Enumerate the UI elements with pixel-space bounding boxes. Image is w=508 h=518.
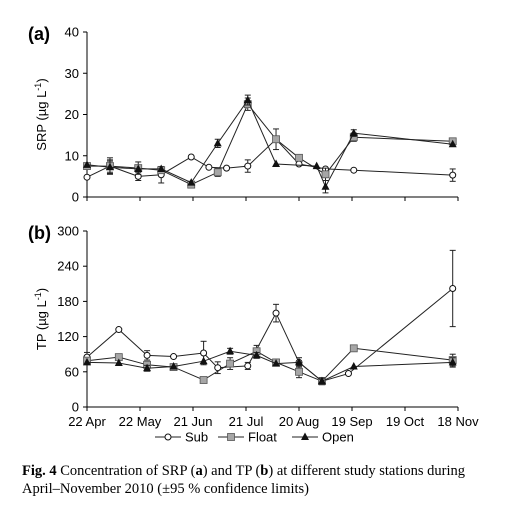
- legend-marker-float: [227, 433, 235, 441]
- data-point-open: [213, 138, 222, 147]
- y-tick-label: 180: [57, 294, 79, 309]
- data-point-sub: [223, 164, 231, 172]
- panel-label: (a): [28, 24, 50, 44]
- caption-text-1: Concentration of SRP (: [60, 463, 196, 479]
- data-point-open: [448, 357, 457, 366]
- y-tick-label: 120: [57, 329, 79, 344]
- x-tick-label: 21 Jul: [229, 414, 264, 429]
- data-point-open: [143, 363, 152, 372]
- caption-panel-a: a: [195, 463, 203, 479]
- series-line-float: [87, 103, 453, 186]
- y-axis-label-close: ): [34, 78, 49, 82]
- data-point-open: [114, 358, 123, 366]
- y-axis-label-close: ): [34, 288, 49, 292]
- figure-canvas: 0 10 20 30 40 (a) SRP (µg L-1) 0 60 120 180 240 300…: [28, 24, 479, 445]
- data-point-sub: [244, 162, 252, 170]
- data-point-sub: [244, 362, 252, 370]
- series-line-float: [86, 347, 453, 382]
- data-point-float: [226, 359, 235, 368]
- x-tick-label: 20 Aug: [279, 414, 320, 429]
- y-tick-label: 10: [65, 148, 79, 163]
- caption-text-2: ) and TP (: [202, 463, 261, 479]
- x-tick-label: 22 May: [119, 414, 162, 429]
- x-tick-label: 18 Nov: [437, 414, 479, 429]
- data-point-open: [243, 95, 252, 104]
- data-point-sub: [272, 309, 280, 317]
- data-point-float: [295, 367, 303, 376]
- data-point-sub: [350, 166, 358, 174]
- data-point-open: [448, 139, 457, 148]
- data-point-sub: [205, 163, 213, 171]
- data-point-sub: [200, 349, 208, 357]
- data-point-open: [187, 178, 196, 186]
- data-point-open: [134, 164, 143, 172]
- data-point-open: [349, 128, 358, 137]
- data-point-open: [317, 376, 326, 385]
- legend-marker-sub: [164, 433, 172, 441]
- legend-label-open: Open: [322, 430, 354, 445]
- y-axis-label: TP (µg L-1): [33, 288, 49, 350]
- data-point-sub: [344, 370, 352, 378]
- data-point-sub: [170, 353, 178, 361]
- data-point-open: [295, 357, 303, 366]
- data-point-float: [349, 344, 358, 353]
- figure-label: Fig. 4: [22, 463, 57, 479]
- caption-panel-b: b: [260, 463, 269, 479]
- data-point-open: [105, 162, 114, 171]
- data-point-float: [295, 153, 303, 162]
- panel-b: 0 60 120 180 240 300 22 Apr 22 May 21 Jun 21 Jul 2…: [28, 223, 479, 429]
- data-point-open: [83, 357, 91, 366]
- data-point-sub: [143, 351, 151, 359]
- data-point-sub: [449, 284, 457, 292]
- y-tick-label: 60: [65, 364, 79, 379]
- y-axis-label-exponent: -1: [33, 83, 43, 91]
- y-tick-label: 0: [72, 400, 79, 415]
- y-tick-label: 240: [57, 259, 79, 274]
- x-tick-label: 21 Jun: [173, 414, 212, 429]
- x-tick-label: 19 Oct: [386, 414, 425, 429]
- x-tick-label: 22 Apr: [68, 414, 106, 429]
- y-tick-label: 30: [65, 66, 79, 81]
- data-point-float: [199, 376, 208, 384]
- legend-marker-open: [301, 432, 309, 440]
- data-point-open: [321, 182, 330, 190]
- legend: Sub Float Open: [155, 430, 354, 445]
- data-point-open: [157, 164, 166, 172]
- y-axis-label: SRP (µg L-1): [33, 78, 49, 150]
- data-point-open: [252, 350, 261, 359]
- data-point-sub: [449, 171, 457, 179]
- y-tick-label: 300: [57, 224, 79, 239]
- data-point-open: [272, 159, 281, 167]
- y-tick-label: 0: [72, 190, 79, 205]
- data-point-float: [321, 170, 330, 179]
- figure-caption: Fig. 4 Concentration of SRP (a) and TP (…: [22, 462, 492, 498]
- data-point-sub: [295, 160, 303, 168]
- data-point-open: [199, 356, 208, 365]
- data-point-sub: [115, 326, 123, 334]
- panel-a: 0 10 20 30 40 (a) SRP (µg L-1): [28, 24, 459, 205]
- caption-text-3: ) at different study stations during Apr…: [22, 463, 466, 497]
- y-axis-label-exponent: -1: [33, 292, 43, 300]
- data-point-sub: [187, 153, 195, 161]
- data-point-float: [272, 135, 280, 144]
- data-point-open: [226, 346, 235, 355]
- panel-label: (b): [28, 223, 51, 243]
- data-point-open: [312, 161, 321, 170]
- y-tick-label: 40: [65, 25, 79, 40]
- data-point-open: [349, 362, 358, 370]
- data-point-open: [83, 160, 91, 168]
- x-tick-label: 19 Sep: [331, 414, 372, 429]
- data-point-open: [169, 362, 178, 370]
- legend-label-sub: Sub: [185, 430, 208, 445]
- data-point-open: [272, 359, 281, 367]
- data-point-sub: [83, 173, 91, 181]
- legend-label-float: Float: [248, 430, 277, 445]
- data-point-float: [213, 168, 222, 177]
- series-line-open: [86, 350, 453, 382]
- series-line-open: [86, 99, 453, 188]
- y-tick-label: 20: [65, 107, 79, 122]
